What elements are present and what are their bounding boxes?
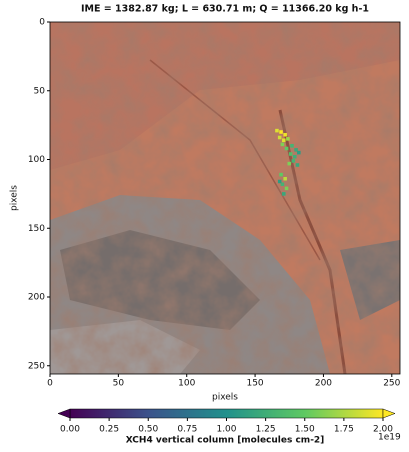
plume-pixel <box>285 187 289 191</box>
plume-pixel <box>279 130 283 134</box>
plume-pixel <box>286 137 290 141</box>
x-tick-label: 200 <box>315 379 332 389</box>
y-tick-label: 100 <box>28 155 45 165</box>
plume-pixel <box>285 147 289 151</box>
plume-pixel <box>292 159 296 163</box>
plume-pixel <box>287 162 291 166</box>
colorbar-tick-label: 2.00 <box>373 425 393 435</box>
plume-pixel <box>289 152 293 156</box>
plume-pixel <box>279 173 283 177</box>
plume-pixel <box>278 136 282 140</box>
y-tick-label: 50 <box>34 86 46 96</box>
colorbar-extend-low <box>58 409 70 418</box>
colorbar-label: XCH4 vertical column [molecules cm-2] <box>126 436 325 446</box>
colorbar-tick-label: 1.75 <box>334 425 354 435</box>
colorbar-tick-label: 1.50 <box>295 425 315 435</box>
plume-pixel <box>297 151 301 155</box>
y-tick-label: 200 <box>28 293 45 303</box>
chart: IME = 1382.87 kg; L = 630.71 m; Q = 1136… <box>0 0 409 452</box>
plume-pixel <box>293 155 297 159</box>
x-tick-label: 50 <box>113 379 125 389</box>
x-tick-label: 100 <box>178 379 195 389</box>
y-tick-label: 0 <box>39 18 45 28</box>
plume-pixel <box>278 180 282 184</box>
plume-pixel <box>283 133 287 137</box>
colorbar-tick-label: 0.25 <box>99 425 119 435</box>
x-tick-label: 0 <box>47 379 53 389</box>
colorbar-tick-label: 0.75 <box>177 425 197 435</box>
plume-pixel <box>282 192 286 196</box>
x-tick-label: 150 <box>246 379 263 389</box>
plume-pixel <box>283 177 287 181</box>
y-axis-label: pixels <box>10 185 20 211</box>
satellite-image <box>50 22 400 374</box>
plume-pixel <box>296 163 300 167</box>
plume-pixel <box>281 143 285 147</box>
colorbar-extend-high <box>383 409 395 418</box>
colorbar-tick-label: 1.00 <box>216 425 236 435</box>
y-tick-label: 250 <box>28 361 45 371</box>
plume-pixel <box>282 138 286 142</box>
colorbar-tick-label: 1.25 <box>256 425 276 435</box>
chart-title: IME = 1382.87 kg; L = 630.71 m; Q = 1136… <box>81 4 369 15</box>
colorbar <box>70 409 383 418</box>
colorbar-tick-label: 0.00 <box>60 425 80 435</box>
x-tick-label: 250 <box>383 379 400 389</box>
plume-pixel <box>275 129 279 133</box>
x-axis-label: pixels <box>212 393 238 403</box>
y-tick-label: 150 <box>28 224 45 234</box>
colorbar-tick-label: 0.50 <box>138 425 158 435</box>
plume-pixel <box>290 144 294 148</box>
